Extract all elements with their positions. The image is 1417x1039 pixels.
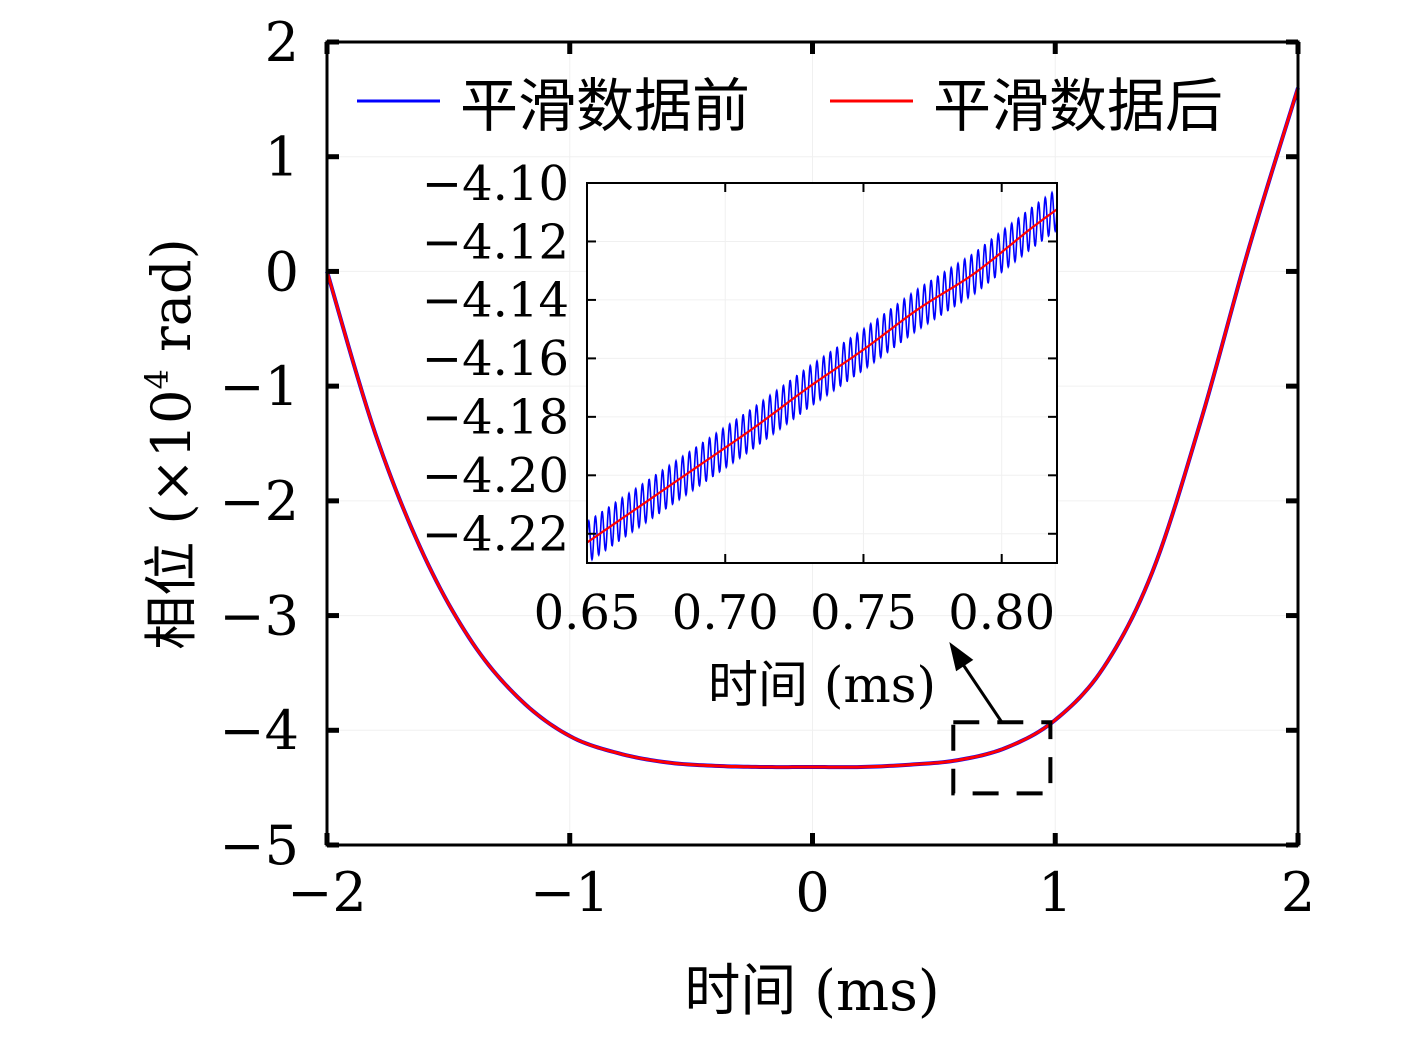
inset-series-line-after	[586, 208, 1058, 544]
legend-label-after: 平滑数据后	[933, 72, 1223, 140]
legend: 平滑数据前 平滑数据后	[357, 72, 1223, 140]
inset-y-tick-label: −4.10	[422, 156, 569, 212]
zoom-indicator	[949, 642, 1053, 796]
main-x-tick-label: 1	[1038, 861, 1072, 924]
main-y-tick-label: −1	[219, 355, 299, 418]
inset-y-tick-label: −4.12	[422, 214, 569, 270]
inset-y-tick-label: −4.16	[422, 331, 569, 387]
inset-series	[586, 190, 1058, 562]
inset-x-tick-label: 0.70	[672, 585, 779, 641]
y-axis-title: 相位 (×104 rad)	[138, 238, 203, 649]
main-series	[325, 87, 1300, 770]
y-axis-title-exponent: 4	[138, 369, 176, 389]
inset-y-tick-label: −4.14	[422, 273, 569, 329]
inset-y-tick-label: −4.22	[422, 507, 569, 563]
main-y-tick-label: −3	[219, 584, 299, 647]
main-axis-ticks: −2 −1 0 1 2 −5 −4 −3 −2 −1 0 1 2	[219, 11, 1315, 924]
inset-plot-frame	[586, 182, 1058, 564]
main-y-tick-label: 0	[265, 240, 299, 303]
zoom-arrow-head	[949, 642, 974, 672]
main-x-tick-label: −1	[530, 861, 610, 924]
inset-axis-ticks: 0.65 0.70 0.75 0.80−4.22−4.20−4.18−4.16−4.1…	[422, 156, 1057, 641]
x-axis-title: 时间 (ms)	[684, 959, 939, 1024]
main-y-tick-label: −5	[219, 814, 299, 877]
inset-y-tick-label: −4.18	[422, 390, 569, 446]
main-y-tick-label: 1	[265, 126, 299, 189]
inset-x-axis-title: 时间 (ms)	[708, 656, 936, 714]
main-x-tick-label: 2	[1281, 861, 1315, 924]
inset-x-tick-label: 0.65	[534, 585, 641, 641]
main-x-tick-label: −2	[287, 861, 367, 924]
y-axis-title-unit: rad)	[140, 238, 203, 369]
main-series-line-after	[325, 87, 1300, 769]
main-y-tick-label: −4	[219, 699, 299, 762]
y-axis-title-main: 相位 (×10	[140, 389, 203, 649]
main-x-tick-label: 0	[795, 861, 829, 924]
inset-x-tick-label: 0.75	[810, 585, 917, 641]
main-y-tick-label: 2	[265, 11, 299, 74]
inset-x-tick-label: 0.80	[948, 585, 1055, 641]
inset-y-tick-label: −4.20	[422, 448, 569, 504]
legend-label-before: 平滑数据前	[460, 72, 750, 140]
main-y-tick-label: −2	[219, 470, 299, 533]
